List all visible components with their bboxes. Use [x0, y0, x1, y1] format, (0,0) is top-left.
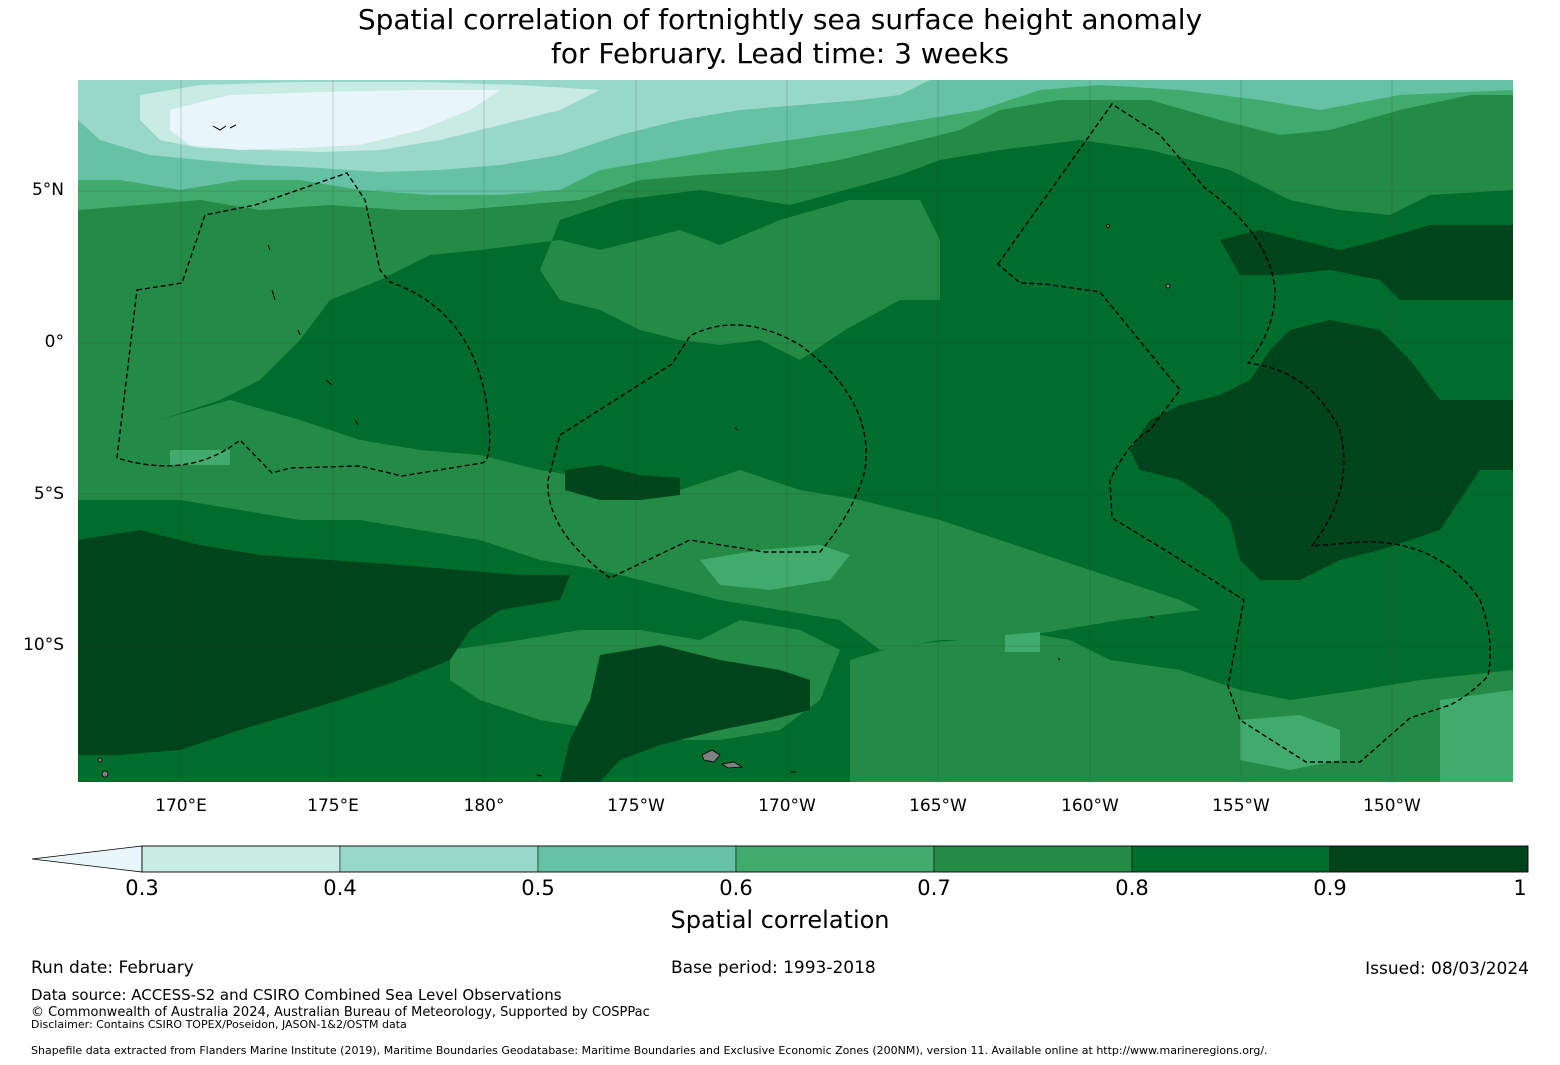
field-band-07-middle: [78, 400, 1200, 650]
lon-tick-165w: 165°W: [909, 796, 967, 816]
colorbar-segment-0.6: [735, 845, 935, 873]
lat-tick-5s: 5°S: [33, 484, 64, 504]
island-samoa-upolu: [720, 761, 744, 769]
eez-boundaries: [116, 103, 1491, 763]
chart-title-line2: for February. Lead time: 3 weeks: [551, 37, 1009, 70]
disclaimer: Disclaimer: Contains CSIRO TOPEX/Poseido…: [31, 1018, 407, 1031]
lon-tick-175w: 175°W: [607, 796, 665, 816]
colorbar-segment-0.5: [537, 845, 737, 873]
lat-tick-10s: 10°S: [23, 635, 64, 655]
colorbar-segment-0.8: [1131, 845, 1331, 873]
island-futuna: [97, 757, 103, 763]
colorbar-tick-0.9: 0.9: [1313, 876, 1347, 900]
lon-tick-155w: 155°W: [1212, 796, 1270, 816]
eez-boundary-kiribati-line: [997, 103, 1491, 763]
lon-tick-175e: 175°E: [307, 796, 359, 816]
colorbar-segment-0.7: [933, 845, 1133, 873]
colorbar-tick-0.3: 0.3: [125, 876, 159, 900]
lon-tick-170w: 170°W: [758, 796, 816, 816]
base-period: Base period: 1993-2018: [671, 958, 876, 978]
lat-tick-0: 0°: [44, 332, 64, 352]
colorbar-tick-0.8: 0.8: [1115, 876, 1149, 900]
colorbar-segment-0.9: [1329, 845, 1529, 873]
colorbar: [31, 845, 1529, 873]
field-band-09-east: [1130, 225, 1513, 580]
island-starbuck: [1106, 224, 1110, 228]
lat-tick-5n: 5°N: [31, 180, 64, 200]
field-band-06-southeast: [1240, 690, 1513, 782]
colorbar-label: Spatial correlation: [670, 906, 890, 934]
eez-boundary-kiribati-gilbert: [116, 172, 491, 477]
colorbar-tick-0.6: 0.6: [719, 876, 753, 900]
colorbar-tick-0.5: 0.5: [521, 876, 555, 900]
colorbar-segment-0.3: [141, 845, 341, 873]
field-band-09-spot: [565, 465, 680, 500]
lon-tick-160w: 160°W: [1061, 796, 1119, 816]
field-band-06-south: [700, 545, 850, 590]
islands: [97, 224, 1171, 778]
field-band-09-south-central: [560, 645, 810, 782]
atolls: [212, 124, 1154, 777]
colorbar-tick-0.4: 0.4: [323, 876, 357, 900]
colorbar-segment-0.4: [339, 845, 539, 873]
island-samoa-savaii: [701, 749, 721, 763]
lon-tick-150w: 150°W: [1363, 796, 1421, 816]
colorbar-tick-0.7: 0.7: [917, 876, 951, 900]
island-wallis: [101, 770, 109, 778]
run-date: Run date: February: [31, 958, 194, 978]
field-band-below-03: [170, 90, 500, 150]
data-source: Data source: ACCESS-S2 and CSIRO Combine…: [31, 986, 562, 1004]
field-band-07-south: [850, 630, 1513, 782]
eez-boundary-kiribati-phoenix: [547, 324, 867, 579]
colorbar-tick-1: 1: [1513, 876, 1527, 900]
copyright: © Commonwealth of Australia 2024, Austra…: [31, 1005, 650, 1020]
lon-tick-180: 180°: [463, 796, 505, 816]
colorbar-extend-triangle: [31, 845, 143, 873]
lon-tick-170e: 170°E: [155, 796, 207, 816]
issued-date: Issued: 08/03/2024: [1365, 959, 1529, 979]
shapefile-credit: Shapefile data extracted from Flanders M…: [31, 1044, 1268, 1057]
island-tokelau: [1165, 283, 1171, 289]
field-band-09-southwest: [78, 530, 570, 755]
chart-title-line1: Spatial correlation of fortnightly sea s…: [357, 3, 1203, 36]
correlation-field: [78, 80, 1513, 782]
